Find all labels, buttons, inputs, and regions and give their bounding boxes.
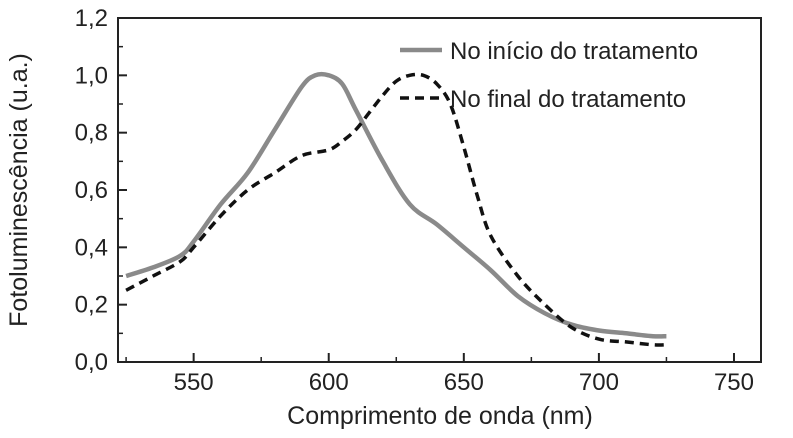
x-tick-label-550: 550 [174, 369, 214, 396]
x-tick-label-600: 600 [309, 369, 349, 396]
y-axis-title: Fotoluminescência (u.a.) [5, 53, 33, 327]
y-tick-label-5: 1,0 [75, 62, 108, 89]
y-axis: 0,0 0,2 0,4 0,6 0,8 1,0 1,2 [75, 5, 127, 376]
series-lines [125, 71, 667, 347]
y-tick-label-3: 0,6 [75, 177, 108, 204]
x-tick-label-750: 750 [714, 369, 754, 396]
y-tick-label-2: 0,4 [75, 234, 108, 261]
series-line-final [125, 72, 667, 347]
x-tick-label-700: 700 [579, 369, 619, 396]
y-tick-label-0: 0,0 [75, 349, 108, 376]
y-tick-label-4: 0,8 [75, 120, 108, 147]
plot-frame [117, 17, 762, 363]
y-tick-label-1: 0,2 [75, 292, 108, 319]
x-tick-label-650: 650 [444, 369, 484, 396]
legend-label-1: No final do tratamento [450, 86, 686, 113]
legend: No início do tratamento No final do trata… [400, 38, 698, 113]
legend-label-0: No início do tratamento [450, 38, 698, 65]
x-axis: 550600650700750800 [125, 353, 754, 396]
series-line-inicio [125, 71, 667, 339]
y-tick-label-6: 1,2 [75, 5, 108, 32]
x-axis-title: Comprimento de onda (nm) [287, 402, 593, 430]
